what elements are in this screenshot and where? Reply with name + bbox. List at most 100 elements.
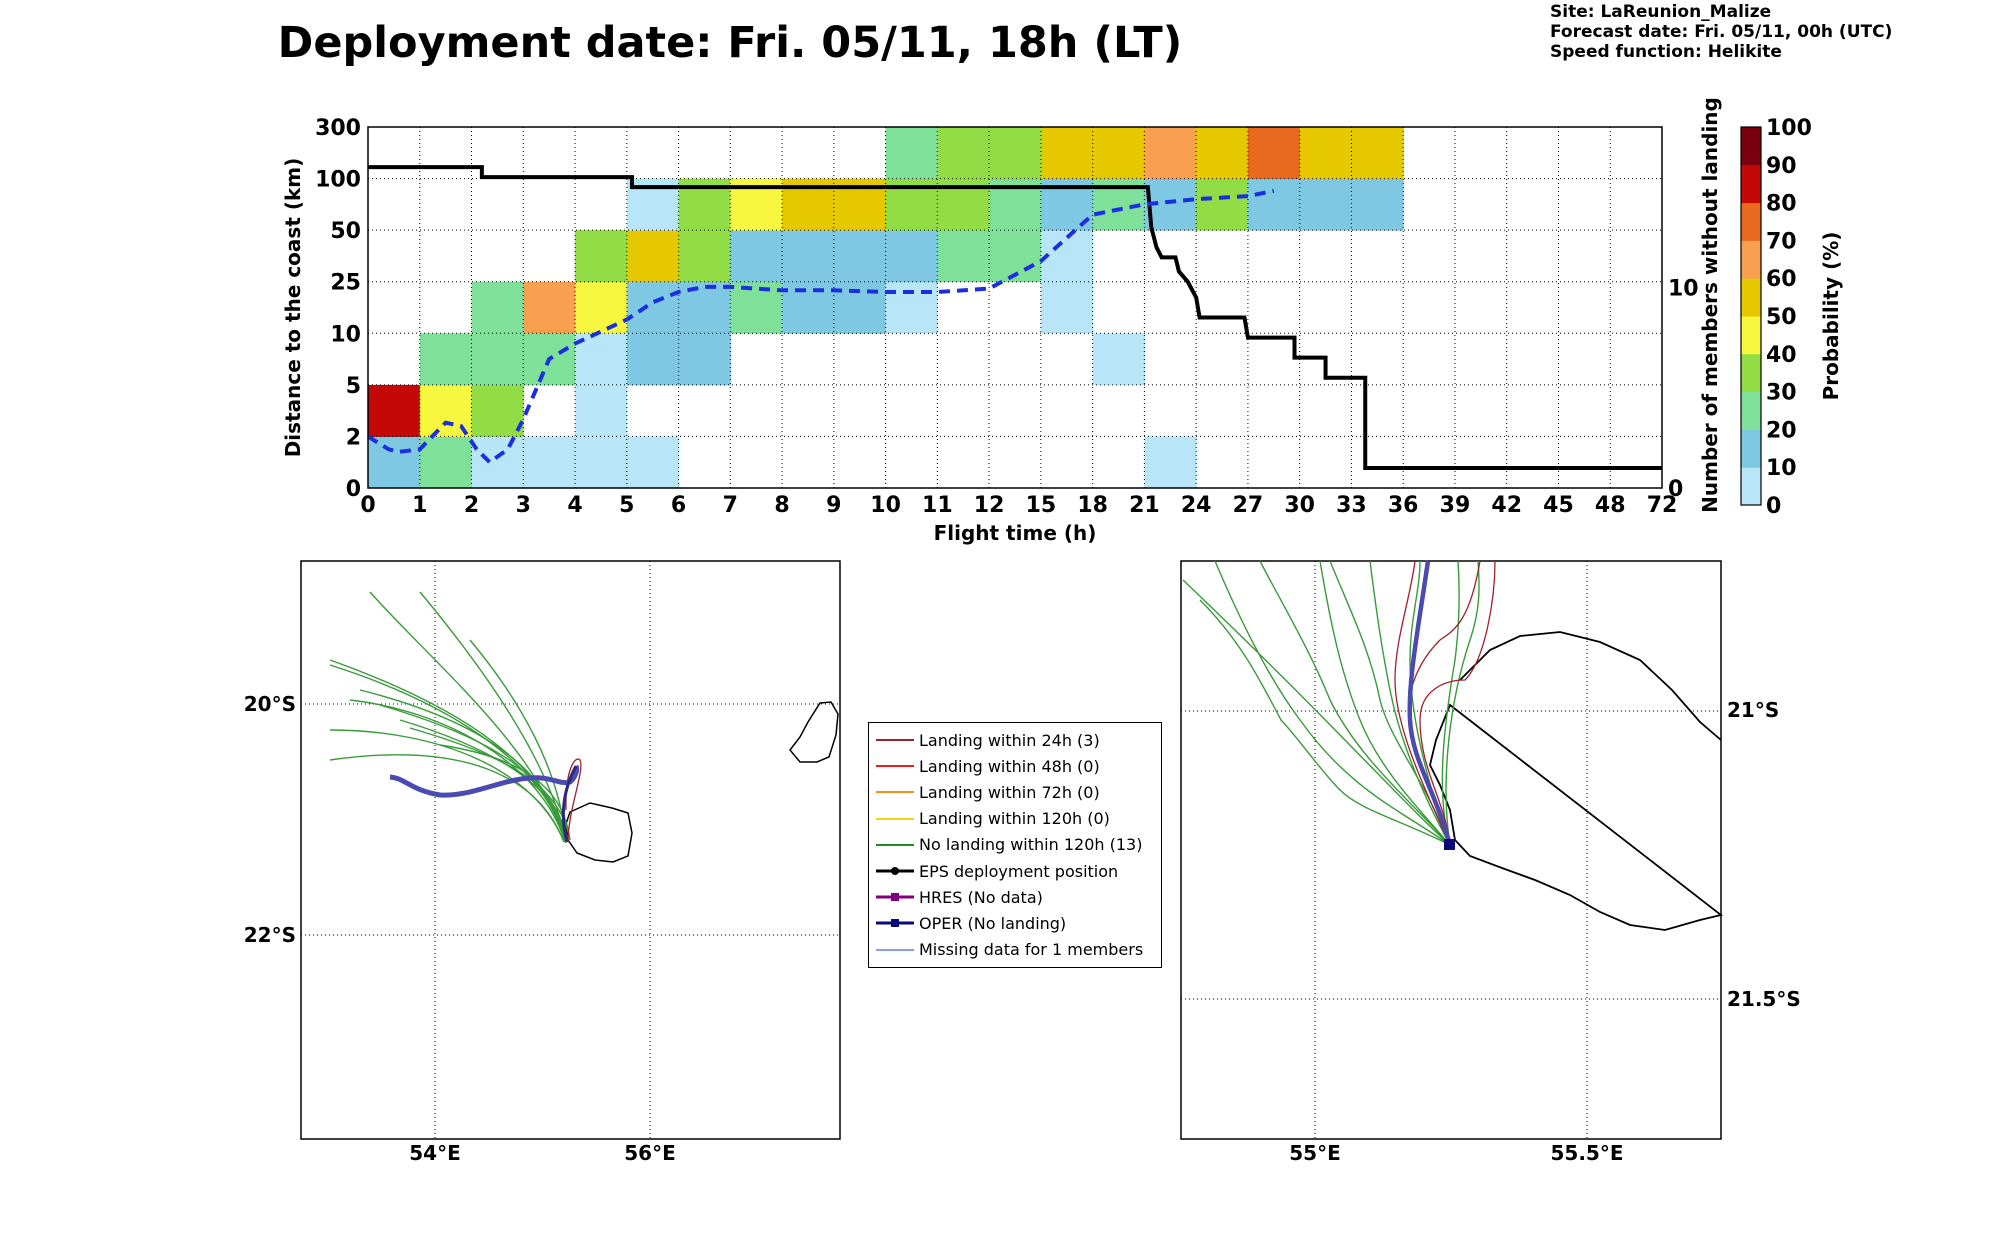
- heatmap-cell: [626, 436, 680, 489]
- y2-tick-label: 10: [1668, 276, 1699, 301]
- colorbar-tick-label: 60: [1766, 267, 1797, 292]
- x-tick-label: 7: [723, 493, 738, 518]
- x-tick-label: 3: [516, 493, 531, 518]
- landing-24h-trajectory: [1394, 560, 1451, 846]
- forecast-date-label: Forecast date: Fri. 05/11, 00h (UTC): [1550, 22, 1893, 42]
- heatmap-cell: [419, 436, 473, 489]
- colorbar-tick-label: 0: [1766, 494, 1781, 519]
- heatmap-cell: [1196, 178, 1249, 231]
- no-landing-trajectory: [419, 591, 567, 843]
- colorbar-tick-label: 40: [1766, 343, 1797, 368]
- x-tick-label: 33: [1336, 493, 1367, 518]
- heatmap-cell: [1144, 436, 1197, 489]
- legend-marker: [891, 867, 899, 876]
- heatmap-cell: [626, 281, 680, 334]
- page-title: Deployment date: Fri. 05/11, 18h (LT): [277, 18, 1183, 68]
- legend-entry: No landing within 120h (13): [869, 832, 1161, 858]
- x-tick-label: 72: [1647, 493, 1678, 518]
- colorbar-swatch: [1741, 467, 1761, 506]
- heatmap-cell: [575, 333, 628, 386]
- legend-label: Landing within 24h (3): [919, 730, 1100, 750]
- y-tick-label: 0: [346, 477, 361, 502]
- latitude-label: 21°S: [1727, 698, 1779, 722]
- x-tick-label: 2: [464, 493, 479, 518]
- no-landing-trajectory: [359, 689, 567, 844]
- heatmap-cell: [937, 127, 990, 180]
- legend-entry: EPS deployment position: [869, 858, 1161, 884]
- trajectory-legend: Landing within 24h (3) Landing within 48h…: [868, 722, 1162, 968]
- speed-function-label: Speed function: Helikite: [1550, 42, 1782, 62]
- colorbar-tick-label: 80: [1766, 192, 1797, 217]
- heatmap-cell: [575, 230, 628, 283]
- heatmap-cell: [1040, 127, 1094, 180]
- legend-marker: [891, 919, 899, 928]
- heatmap-cell: [678, 230, 731, 283]
- heatmap-cell: [833, 230, 887, 283]
- legend-entry: Landing within 48h (0): [869, 753, 1161, 779]
- x-tick-label: 6: [671, 493, 686, 518]
- heatmap-cell: [1144, 127, 1197, 180]
- heatmap-cell: [937, 230, 990, 283]
- heatmap-cell: [885, 127, 938, 180]
- forecast-meta: Site: LaReunion_Malize Forecast date: Fr…: [1550, 2, 1892, 62]
- colorbar-swatch: [1741, 353, 1761, 393]
- y2-axis-label: Number of members without landing: [1698, 97, 1722, 513]
- oper-trajectory: [389, 764, 580, 798]
- x-tick-label: 12: [974, 493, 1005, 518]
- heatmap-cell: [1351, 178, 1404, 231]
- legend-label: Landing within 72h (0): [919, 782, 1100, 802]
- heatmap-cell: [989, 127, 1042, 180]
- no-landing-trajectory: [329, 754, 565, 843]
- colorbar-tick-label: 100: [1766, 116, 1812, 141]
- legend-swatch: [876, 919, 914, 928]
- heatmap-cell: [1040, 281, 1094, 334]
- heatmap-cell: [523, 436, 576, 489]
- y-tick-label: 10: [330, 322, 361, 347]
- legend-label: EPS deployment position: [919, 861, 1119, 881]
- legend-label: Missing data for 1 members: [919, 940, 1144, 960]
- probability-heatmap-chart: 0 1 2 3 4 5 6 7 8 9 10 11 12 15 18 21 24 27 30 33 36 39 42 45 48…: [281, 97, 1843, 545]
- no-landing-trajectory: [1441, 560, 1460, 846]
- legend-swatch: [876, 765, 914, 768]
- x-tick-label: 18: [1077, 493, 1108, 518]
- colorbar-swatch: [1741, 278, 1761, 317]
- legend-label: HRES (No data): [919, 887, 1043, 907]
- heatmap-cell: [782, 281, 835, 334]
- y-tick-label: 5: [346, 374, 361, 399]
- heatmap-cell: [471, 333, 524, 386]
- colorbar-swatch: [1741, 127, 1761, 166]
- site-label: Site: LaReunion_Malize: [1550, 2, 1772, 22]
- x-tick-label: 45: [1543, 493, 1574, 518]
- y-axis-label: Distance to the coast (km): [281, 158, 305, 458]
- heatmap-cell: [1040, 230, 1094, 283]
- heatmap-cell: [730, 281, 783, 334]
- heatmap-cell: [471, 281, 524, 334]
- reunion-island-outline: [1429, 631, 1724, 931]
- latitude-label: 20°S: [244, 692, 296, 716]
- heatmap-cell: [471, 436, 524, 489]
- oper-trajectory-tail: [561, 765, 578, 843]
- legend-swatch: [876, 791, 914, 794]
- longitude-label: 54°E: [409, 1141, 461, 1165]
- colorbar-frame: [1740, 126, 1762, 506]
- heatmap-cell: [575, 281, 628, 334]
- heatmap-cell: [730, 230, 783, 283]
- x-tick-label: 42: [1491, 493, 1522, 518]
- y-tick-label: 100: [315, 168, 361, 193]
- heatmap-cell: [626, 230, 680, 283]
- heatmap-cell: [1092, 333, 1145, 386]
- mauritius-island-outline: [789, 701, 839, 763]
- heatmap-cell: [471, 384, 524, 437]
- legend-label: OPER (No landing): [919, 913, 1067, 933]
- x-tick-label: 8: [774, 493, 789, 518]
- x-tick-label: 9: [826, 493, 841, 518]
- heatmap-cell: [678, 281, 731, 334]
- x-axis-label: Flight time (h): [934, 521, 1097, 545]
- heatmap-cell: [419, 333, 473, 386]
- latitude-label: 21.5°S: [1727, 987, 1801, 1011]
- longitude-label: 56°E: [624, 1141, 676, 1165]
- colorbar-swatch: [1741, 429, 1761, 468]
- legend-swatch: [876, 867, 914, 876]
- legend-label: Landing within 120h (0): [919, 809, 1110, 829]
